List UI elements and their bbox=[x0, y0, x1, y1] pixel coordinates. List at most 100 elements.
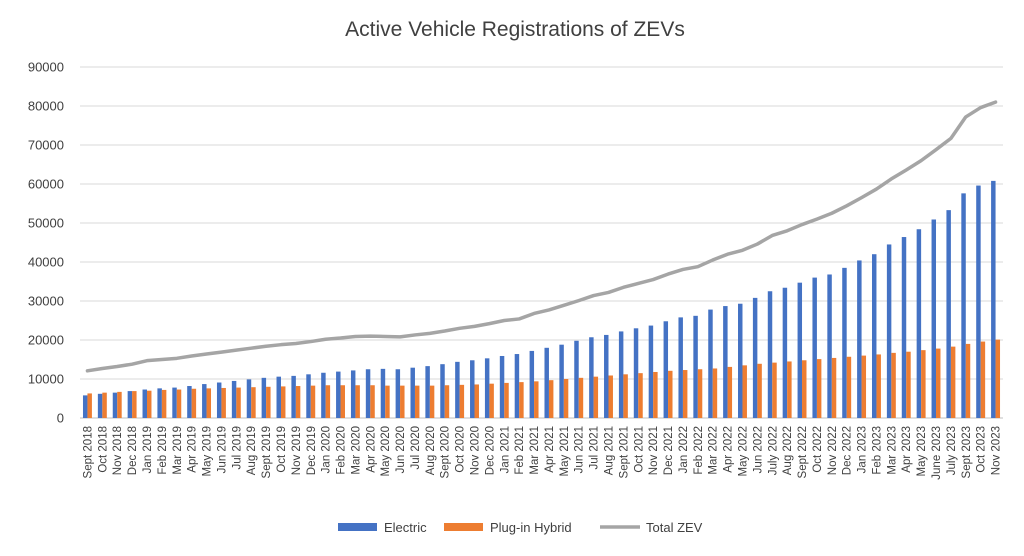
bar-plug-in-hybrid bbox=[504, 382, 509, 418]
x-tick-label: Jan 2022 bbox=[678, 426, 690, 473]
bar-plug-in-hybrid bbox=[117, 391, 122, 418]
bar-plug-in-hybrid bbox=[340, 385, 345, 418]
bar-plug-in-hybrid bbox=[474, 384, 479, 418]
x-tick-label: Feb 2023 bbox=[871, 426, 883, 475]
bar-plug-in-hybrid bbox=[221, 387, 226, 418]
bar-plug-in-hybrid bbox=[429, 385, 435, 418]
x-tick-label: Dec 2021 bbox=[663, 426, 675, 475]
bar-electric bbox=[976, 185, 981, 418]
bar-electric bbox=[901, 237, 907, 418]
bar-plug-in-hybrid bbox=[846, 356, 852, 418]
x-tick-label: May 2022 bbox=[737, 426, 749, 477]
bar-electric bbox=[127, 391, 133, 418]
bar-plug-in-hybrid bbox=[950, 346, 956, 418]
x-tick-label: Oct 2018 bbox=[97, 426, 109, 473]
bar-electric bbox=[202, 384, 207, 418]
bar-plug-in-hybrid bbox=[861, 355, 867, 418]
bar-electric bbox=[216, 382, 222, 418]
x-tick-label: Mar 2023 bbox=[886, 426, 898, 475]
bar-electric bbox=[112, 392, 118, 418]
x-tick-label: Dec 2018 bbox=[127, 426, 139, 475]
bar-plug-in-hybrid bbox=[206, 388, 212, 418]
bar-plug-in-hybrid bbox=[459, 384, 465, 418]
bar-plug-in-hybrid bbox=[831, 357, 837, 418]
bar-electric bbox=[857, 260, 862, 418]
bar-electric bbox=[514, 354, 520, 418]
bar-plug-in-hybrid bbox=[593, 376, 599, 418]
bar-plug-in-hybrid bbox=[251, 387, 256, 418]
bar-plug-in-hybrid bbox=[102, 392, 107, 418]
bar-electric bbox=[782, 287, 788, 418]
y-tick-label: 20000 bbox=[28, 333, 64, 348]
x-tick-label: Sept 2018 bbox=[82, 426, 94, 478]
bar-electric bbox=[261, 377, 267, 418]
bar-electric bbox=[767, 291, 773, 418]
bar-electric bbox=[157, 388, 162, 418]
bar-plug-in-hybrid bbox=[414, 385, 420, 418]
x-tick-label: Jan 2021 bbox=[499, 426, 511, 473]
bar-plug-in-hybrid bbox=[400, 385, 405, 418]
bars bbox=[82, 180, 1001, 418]
x-tick-label: Oct 2023 bbox=[976, 426, 988, 473]
x-tick-label: Sept 2021 bbox=[618, 426, 630, 478]
x-tick-label: Mar 2022 bbox=[708, 426, 720, 475]
bar-plug-in-hybrid bbox=[355, 385, 360, 418]
bar-plug-in-hybrid bbox=[563, 379, 569, 418]
bar-plug-in-hybrid bbox=[742, 365, 747, 418]
bar-plug-in-hybrid bbox=[370, 385, 375, 418]
y-tick-label: 40000 bbox=[28, 255, 64, 270]
bar-electric bbox=[693, 315, 698, 418]
x-tick-label: May 2019 bbox=[202, 426, 214, 477]
y-tick-label: 30000 bbox=[28, 294, 64, 309]
bar-plug-in-hybrid bbox=[489, 383, 494, 418]
bar-electric bbox=[529, 350, 535, 418]
x-tick-label: Jun 2022 bbox=[752, 426, 764, 473]
x-tick-label: Aug 2019 bbox=[246, 426, 258, 475]
bar-electric bbox=[604, 334, 609, 418]
bar-plug-in-hybrid bbox=[921, 350, 926, 418]
x-tick-label: Sept 2019 bbox=[261, 426, 273, 478]
bar-plug-in-hybrid bbox=[772, 362, 777, 418]
bar-electric bbox=[231, 380, 237, 418]
x-tick-label: Oct 2021 bbox=[633, 426, 645, 473]
x-axis-ticks: Sept 2018 Oct 2018 Nov 2018 Dec 2018 Jan 201… bbox=[82, 426, 1002, 480]
x-tick-label: Jan 2020 bbox=[321, 426, 333, 473]
x-tick-label: Feb 2020 bbox=[336, 426, 348, 475]
bar-plug-in-hybrid bbox=[325, 385, 331, 418]
bar-plug-in-hybrid bbox=[385, 385, 390, 418]
x-tick-label: Nov 2018 bbox=[112, 426, 124, 475]
bar-plug-in-hybrid bbox=[712, 368, 718, 418]
x-tick-label: Feb 2019 bbox=[157, 426, 169, 475]
bar-electric bbox=[827, 274, 832, 418]
bar-plug-in-hybrid bbox=[132, 391, 137, 418]
gridlines bbox=[80, 66, 1003, 419]
bar-plug-in-hybrid bbox=[668, 370, 673, 418]
bar-electric bbox=[172, 387, 177, 418]
bar-electric bbox=[991, 180, 996, 418]
bar-electric bbox=[559, 344, 564, 418]
bar-plug-in-hybrid bbox=[519, 382, 524, 418]
bar-electric bbox=[187, 386, 192, 418]
x-tick-label: Dec 2022 bbox=[842, 426, 854, 475]
bar-electric bbox=[544, 347, 549, 418]
bar-plug-in-hybrid bbox=[444, 385, 450, 418]
bar-plug-in-hybrid bbox=[295, 386, 301, 418]
y-tick-label: 80000 bbox=[28, 99, 64, 114]
x-tick-label: Nov 2022 bbox=[827, 426, 839, 475]
bar-electric bbox=[648, 325, 654, 418]
x-tick-label: Dec 2019 bbox=[306, 426, 318, 475]
bar-electric bbox=[365, 369, 371, 418]
bar-plug-in-hybrid bbox=[727, 366, 733, 418]
bar-electric bbox=[395, 369, 401, 418]
x-tick-label: Aug 2021 bbox=[603, 426, 615, 475]
bar-electric bbox=[380, 368, 386, 418]
bar-electric bbox=[350, 370, 356, 418]
bar-plug-in-hybrid bbox=[623, 374, 628, 418]
bar-plug-in-hybrid bbox=[310, 385, 316, 418]
bar-electric bbox=[723, 306, 728, 418]
x-tick-label: May 2023 bbox=[916, 426, 928, 477]
total-line bbox=[85, 100, 998, 373]
x-tick-label: Nov 2019 bbox=[291, 426, 303, 475]
x-tick-label: Mar 2021 bbox=[529, 426, 541, 475]
bar-plug-in-hybrid bbox=[161, 389, 167, 418]
